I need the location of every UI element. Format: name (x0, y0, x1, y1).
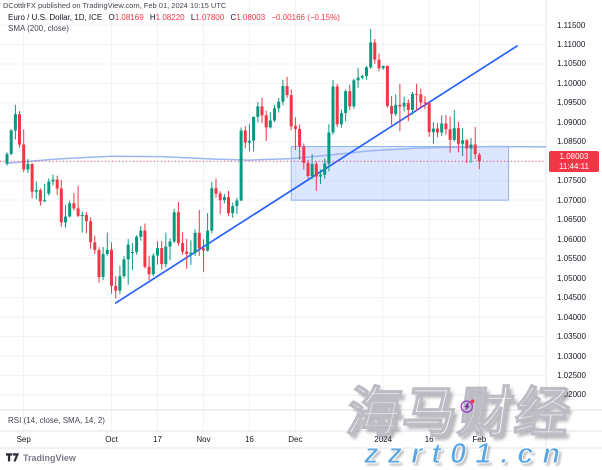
time-tick-label: Dec (288, 435, 303, 444)
price-tick-label: 1.10500 (557, 59, 586, 69)
price-tick-label: 1.05500 (557, 254, 586, 264)
last-price-tag: 1.08003 11:44:11 (549, 151, 599, 173)
price-tick-label: 1.05000 (557, 273, 586, 283)
low-label: L (190, 13, 196, 22)
time-axis[interactable]: Sep Oct 17 Nov 16 Dec 2024 16 Feb (0, 432, 546, 448)
bar-countdown: 11:44:11 (559, 161, 589, 171)
publish-attribution: DCottlrFX published on TradingView.com, … (3, 1, 227, 10)
candlestick-series (5, 28, 481, 299)
time-tick-label: 17 (153, 435, 162, 444)
price-tick-label: 1.02500 (557, 371, 586, 380)
time-tick-label: Nov (196, 435, 211, 444)
watermark-url-text: zzrt01.cn (363, 438, 570, 470)
tradingview-logo-text: TradingView (23, 452, 76, 463)
symbol-legend[interactable]: Euro / U.S. Dollar, 1D, ICE O1.08169 H1.… (8, 13, 340, 22)
price-tick-label: 1.08500 (557, 137, 586, 147)
rsi-indicator-legend[interactable]: RSI (14, close, SMA, 14, 2) (8, 416, 105, 425)
pane-borders (0, 0, 602, 449)
watermark-logo-icon (460, 399, 475, 413)
change-value: −0.00166 (−0.15%) (271, 13, 340, 22)
price-tick-label: 1.03500 (557, 332, 586, 341)
high-value: 1.08220 (155, 13, 185, 22)
price-tick-label: 1.04000 (557, 312, 586, 322)
open-label: O (108, 13, 115, 22)
price-tick-label: 1.07500 (557, 176, 586, 186)
time-tick-label: Oct (105, 435, 118, 444)
tradingview-footer-link[interactable]: TradingView (6, 452, 76, 463)
symbol-title: Euro / U.S. Dollar, 1D, ICE (8, 13, 103, 22)
price-tick-label: 1.09500 (557, 98, 586, 108)
price-tick-label: 1.09000 (557, 117, 586, 127)
price-axis[interactable]: 1.11500 1.11000 1.10500 1.10000 1.09500 1.090… (546, 0, 602, 448)
price-tick-label: 1.11500 (557, 20, 586, 30)
low-value: 1.07800 (195, 13, 225, 22)
price-tick-label: 1.11000 (557, 40, 586, 49)
price-tick-label: 1.02000 (557, 390, 586, 400)
price-tick-label: 1.04500 (557, 293, 586, 303)
tradingview-logo-icon (6, 453, 19, 462)
close-value: 1.08003 (236, 13, 266, 22)
close-label: C (230, 13, 237, 22)
time-tick-label: 16 (424, 435, 434, 444)
last-price-value: 1.08003 (559, 152, 589, 162)
price-tick-label: 1.03000 (557, 351, 586, 361)
price-tick-label: 1.10000 (557, 78, 586, 88)
time-tick-label: 16 (244, 435, 254, 444)
time-tick-label: Feb (472, 435, 487, 444)
price-tick-label: 1.07000 (557, 195, 586, 205)
open-value: 1.08169 (114, 13, 144, 22)
time-tick-label: Sep (16, 435, 31, 444)
price-tick-label: 1.06500 (557, 215, 586, 225)
sma-indicator-legend[interactable]: SMA (200, close) (8, 24, 69, 33)
high-label: H (149, 13, 156, 22)
price-tick-label: 1.06000 (557, 234, 586, 244)
time-tick-label: 2024 (374, 435, 393, 444)
